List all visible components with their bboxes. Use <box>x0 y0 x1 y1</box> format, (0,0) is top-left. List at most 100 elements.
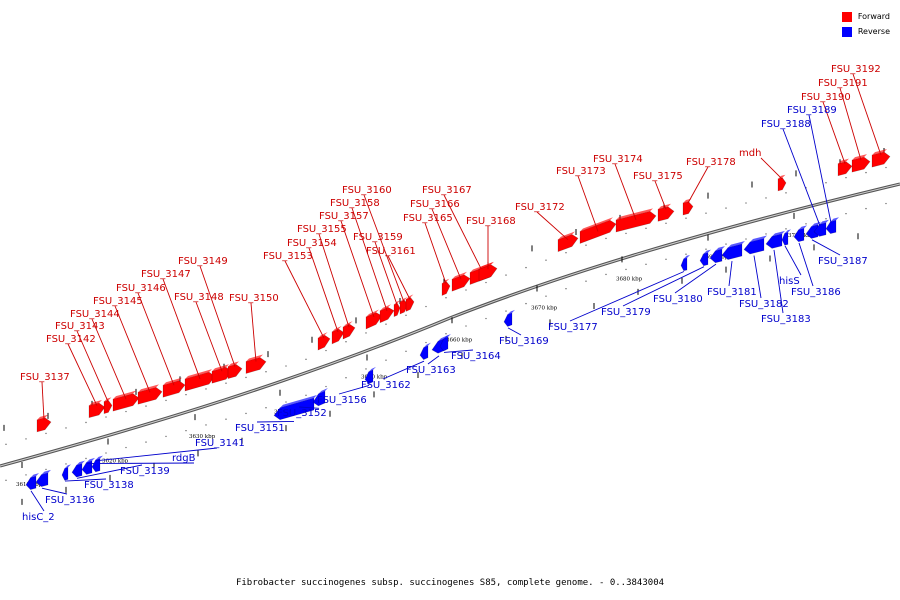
gene-label-fsu-3172: FSU_3172 <box>515 202 565 213</box>
label-leader <box>753 255 762 299</box>
guide-dot <box>85 457 87 460</box>
label-leader <box>67 343 98 406</box>
guide-dot <box>285 401 287 403</box>
gene-reverse-fsu-3169 <box>503 309 515 327</box>
tick-label: 3620 kbp <box>102 458 129 464</box>
guide-dot <box>485 317 487 320</box>
gene-reverse-hiss <box>781 229 791 246</box>
label-leader <box>256 421 295 423</box>
guide-dot <box>505 310 507 312</box>
gene-label-fsu-3149: FSU_3149 <box>178 256 228 267</box>
guide-dot <box>445 333 447 335</box>
gene-label-fsu-3153: FSU_3153 <box>263 251 313 262</box>
label-leader <box>95 447 218 462</box>
label-leader <box>798 242 814 287</box>
label-leader <box>622 266 705 307</box>
gene-label-fsu-3164: FSU_3164 <box>451 351 501 362</box>
guide-dot <box>605 237 607 240</box>
gene-label-fsu-3178: FSU_3178 <box>686 157 736 168</box>
guide-dot <box>585 244 587 246</box>
label-leader <box>298 406 320 409</box>
gene-forward-fsu-3168 <box>478 261 498 282</box>
gene-label-fsu-3144: FSU_3144 <box>70 309 120 320</box>
label-leader <box>137 292 175 386</box>
guide-dot <box>705 248 707 250</box>
label-leader <box>91 318 127 400</box>
legend-label-forward: Forward <box>857 12 890 21</box>
label-leader <box>76 464 143 479</box>
gene-label-fsu-3145: FSU_3145 <box>93 296 143 307</box>
gene-reverse-fsu-3136 <box>35 469 51 488</box>
gene-reverse-fsu-3179 <box>699 249 711 267</box>
label-leader <box>569 271 685 322</box>
label-leader <box>318 233 350 328</box>
guide-dot <box>245 376 247 379</box>
label-leader <box>387 255 411 300</box>
gene-reverse-fsu-3177 <box>680 254 690 272</box>
guide-dot <box>245 412 247 415</box>
gene-label-fsu-3138: FSU_3138 <box>84 480 134 491</box>
guide-dot <box>725 207 727 209</box>
gene-reverse-fsu-3181 <box>721 241 745 260</box>
label-leader <box>614 163 637 221</box>
label-leader <box>784 245 802 276</box>
legend-item-forward: Forward <box>841 9 890 24</box>
guide-dot <box>165 435 167 438</box>
label-leader <box>308 247 339 333</box>
guide-dot <box>425 341 427 344</box>
label-leader <box>41 487 68 495</box>
tick-label: 3680 kbp <box>616 276 643 282</box>
guide-dot <box>825 218 827 220</box>
label-leader <box>431 208 462 280</box>
label-leader <box>340 220 375 318</box>
guide-dot <box>525 302 527 305</box>
label-leader <box>782 128 821 226</box>
gene-label-hiss: hisS <box>779 276 800 287</box>
label-leader <box>250 302 257 362</box>
guide-dot <box>865 171 867 174</box>
gene-reverse-fsu-3156 <box>364 366 376 385</box>
guide-dot <box>305 358 307 361</box>
guide-dot <box>765 197 767 199</box>
guide-dot <box>805 223 807 225</box>
guide-dot <box>125 410 127 413</box>
label-leader <box>654 180 667 210</box>
gene-label-fsu-3152: FSU_3152 <box>277 408 327 419</box>
gene-reverse-fsu-3182 <box>743 235 767 255</box>
gene-reverse-fsu-3141 <box>91 455 103 473</box>
gene-forward-fsu-3143 <box>103 397 113 414</box>
guide-dot <box>365 332 367 334</box>
label-leader <box>728 261 733 287</box>
guide-dot <box>45 468 47 471</box>
guide-dot <box>265 371 267 373</box>
gene-label-fsu-3188: FSU_3188 <box>761 119 811 130</box>
gene-label-fsu-3173: FSU_3173 <box>556 166 606 177</box>
guide-dot <box>165 399 167 402</box>
legend-item-reverse: Reverse <box>841 24 890 39</box>
label-leader <box>536 211 569 241</box>
guide-dot <box>145 441 147 443</box>
guide-dot <box>645 227 647 230</box>
guide-dot <box>765 233 767 235</box>
gene-label-fsu-3157: FSU_3157 <box>319 211 369 222</box>
label-leader <box>687 166 709 204</box>
guide-dot <box>685 217 687 219</box>
label-leader <box>811 239 841 256</box>
gene-label-fsu-3162: FSU_3162 <box>361 380 411 391</box>
gene-label-fsu-3146: FSU_3146 <box>116 283 166 294</box>
gene-label-fsu-3151: FSU_3151 <box>235 423 285 434</box>
gene-label-fsu-3166: FSU_3166 <box>410 199 460 210</box>
gene-label-fsu-3139: FSU_3139 <box>120 466 170 477</box>
gene-forward-fsu-3147 <box>184 369 216 392</box>
gene-forward-fsu-3155 <box>342 321 356 340</box>
guide-dot <box>885 166 887 169</box>
guide-dot <box>225 418 227 420</box>
guide-dot <box>385 323 387 325</box>
gene-label-fsu-3181: FSU_3181 <box>707 287 757 298</box>
legend-label-reverse: Reverse <box>857 27 890 36</box>
guide-dot <box>465 289 467 291</box>
guide-dot <box>65 463 67 465</box>
gene-reverse-fsu-3180 <box>709 246 725 264</box>
gene-reverse-fsu-3164 <box>439 333 451 352</box>
